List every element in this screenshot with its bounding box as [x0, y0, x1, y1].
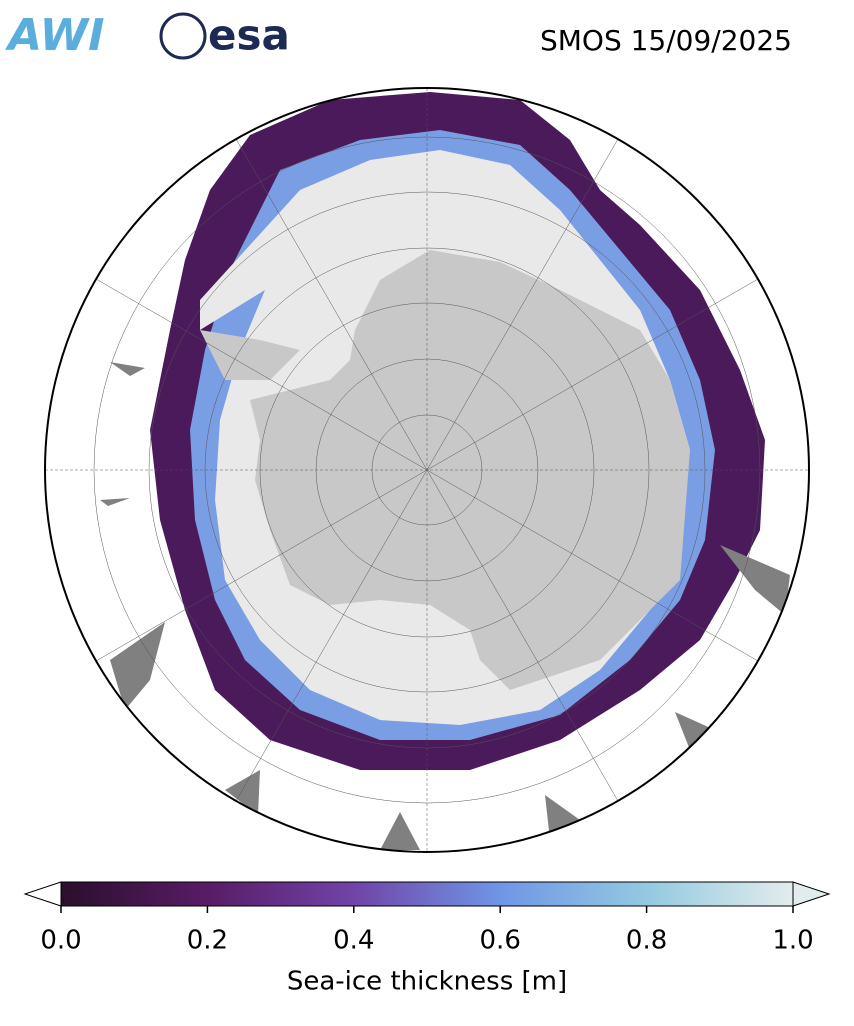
peninsula [200, 330, 300, 380]
colorbar-tick-label: 0.4 [333, 926, 374, 956]
esa-logo: esa [208, 11, 290, 60]
map-title: SMOS 15/09/2025 [540, 24, 792, 57]
colorbar-extend-low [23, 881, 62, 907]
colorbar-extend-high [792, 881, 831, 907]
colorbar-tick-label: 0.2 [187, 926, 228, 956]
colorbar-gradient [60, 881, 794, 907]
map-border [44, 87, 810, 853]
colorbar-tick-label: 0.0 [40, 926, 81, 956]
colorbar-tick-label: 0.6 [480, 926, 521, 956]
other-land [100, 362, 790, 850]
esa-icon [159, 12, 207, 60]
colorbar [23, 881, 831, 907]
graticule [45, 88, 809, 852]
colorbar-tick-label: 0.8 [626, 926, 667, 956]
map [45, 88, 809, 852]
logos: AWI esa [5, 10, 290, 61]
awi-logo: AWI [5, 10, 105, 61]
colorbar-tick-label: 1.0 [772, 926, 813, 956]
colorbar-label: Sea-ice thickness [m] [287, 967, 567, 997]
